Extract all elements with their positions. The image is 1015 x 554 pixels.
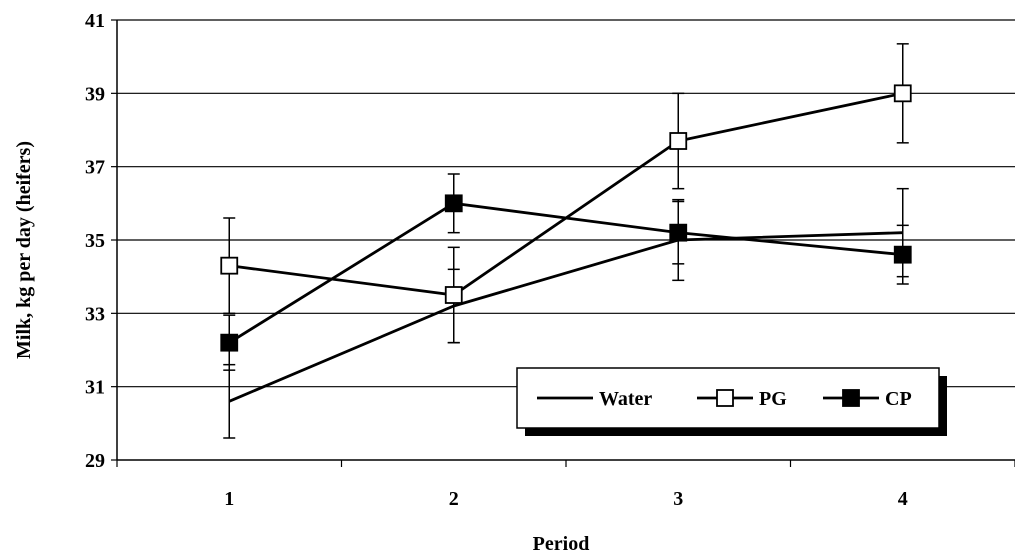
- x-tick-label: 3: [673, 488, 683, 510]
- series-line-water: [228, 231, 903, 403]
- y-tick-label: 37: [85, 157, 105, 179]
- data-point-cp: [444, 194, 463, 213]
- data-point-cp: [669, 223, 688, 242]
- series-pg: [220, 43, 912, 344]
- data-point-pg: [669, 132, 688, 150]
- y-axis-title: Milk, kg per day (heifers): [13, 141, 35, 359]
- x-tick-label: 4: [898, 488, 908, 510]
- data-point-pg: [444, 286, 463, 304]
- series-cp: [220, 173, 912, 371]
- axes: [111, 19, 1015, 467]
- legend-label-pg: PG: [759, 388, 787, 410]
- data-point-cp: [220, 333, 239, 352]
- tick-labels: 29 31 33 35 37 39 41 1 2 3 4: [85, 10, 908, 510]
- legend-marker-pg: [716, 389, 734, 407]
- data-point-cp: [893, 245, 912, 264]
- legend-label-cp: CP: [885, 388, 912, 410]
- data-point-pg: [893, 84, 912, 103]
- y-tick-label: 31: [85, 377, 105, 399]
- legend-label-water: Water: [599, 388, 652, 410]
- y-tick-label: 41: [85, 10, 105, 32]
- legend-marker-cp: [842, 389, 860, 407]
- y-tick-label: 33: [85, 303, 105, 325]
- series-line-cp: [228, 201, 903, 344]
- x-tick-label: 1: [224, 488, 234, 510]
- y-tick-label: 35: [85, 230, 105, 252]
- legend: Water PG CP: [516, 367, 947, 436]
- data-point-pg: [220, 256, 239, 275]
- gridlines: [117, 19, 1015, 388]
- y-tick-label: 39: [85, 83, 105, 105]
- series-line-pg: [229, 91, 904, 297]
- x-axis-title: Period: [533, 533, 590, 554]
- y-tick-label: 29: [85, 450, 105, 472]
- series-layer: [220, 43, 912, 439]
- x-tick-label: 2: [449, 488, 459, 510]
